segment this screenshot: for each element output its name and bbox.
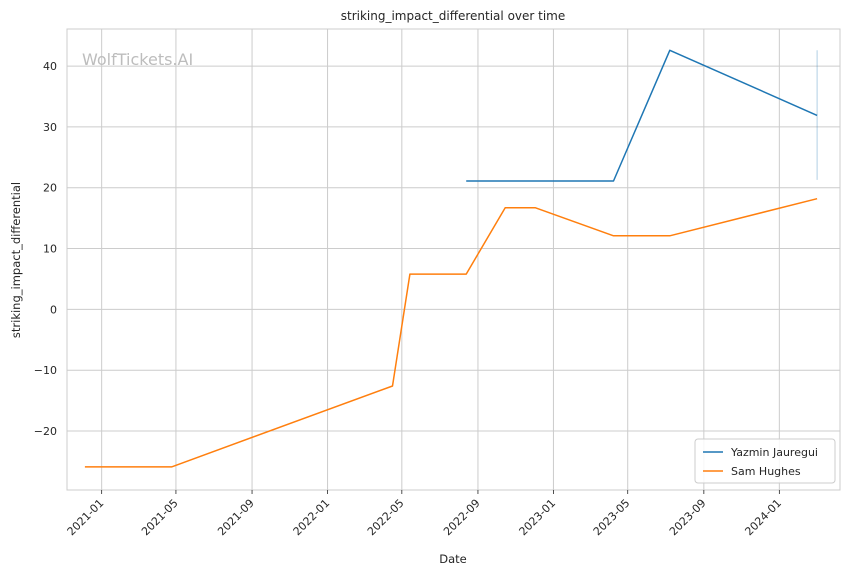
y-tick-label: −10: [34, 364, 57, 377]
x-tick-label: 2022-05: [365, 497, 407, 539]
series-line-1: [84, 197, 818, 468]
chart-title: striking_impact_differential over time: [341, 9, 566, 23]
legend: Yazmin Jauregui Sam Hughes: [694, 438, 836, 484]
legend-box: [694, 438, 836, 484]
y-tick-label: 20: [43, 182, 57, 195]
x-tick-label: 2023-09: [667, 497, 709, 539]
plot-area: [66, 28, 841, 491]
x-tick-label: 2022-01: [291, 497, 333, 539]
y-tick-label: 30: [43, 121, 57, 134]
legend-label-0: Yazmin Jauregui: [730, 446, 818, 459]
legend-label-1: Sam Hughes: [731, 465, 801, 478]
grid: [67, 29, 840, 490]
y-tick-label: 10: [43, 243, 57, 256]
y-axis-label: striking_impact_differential: [9, 182, 23, 338]
x-tick-label: 2022-09: [441, 497, 483, 539]
x-axis-ticks: 2021-01 2021-05 2021-09 2022-01 2022-05 2022-…: [65, 490, 784, 538]
x-tick-label: 2021-05: [139, 497, 181, 539]
x-tick-label: 2021-01: [65, 497, 107, 539]
series-line-0: [466, 49, 818, 182]
x-axis-label: Date: [439, 552, 467, 566]
x-tick-label: 2023-05: [591, 497, 633, 539]
x-tick-label: 2024-01: [742, 497, 784, 539]
y-tick-label: 40: [43, 60, 57, 73]
x-tick-label: 2021-09: [215, 497, 257, 539]
series-lines: [84, 49, 818, 468]
y-tick-label: 0: [50, 303, 57, 316]
watermark-text: WolfTickets.AI: [82, 50, 193, 69]
y-tick-label: −20: [34, 425, 57, 438]
x-tick-label: 2023-01: [517, 497, 559, 539]
y-axis-ticks: −20 −10 0 10 20 30 40: [34, 60, 57, 438]
